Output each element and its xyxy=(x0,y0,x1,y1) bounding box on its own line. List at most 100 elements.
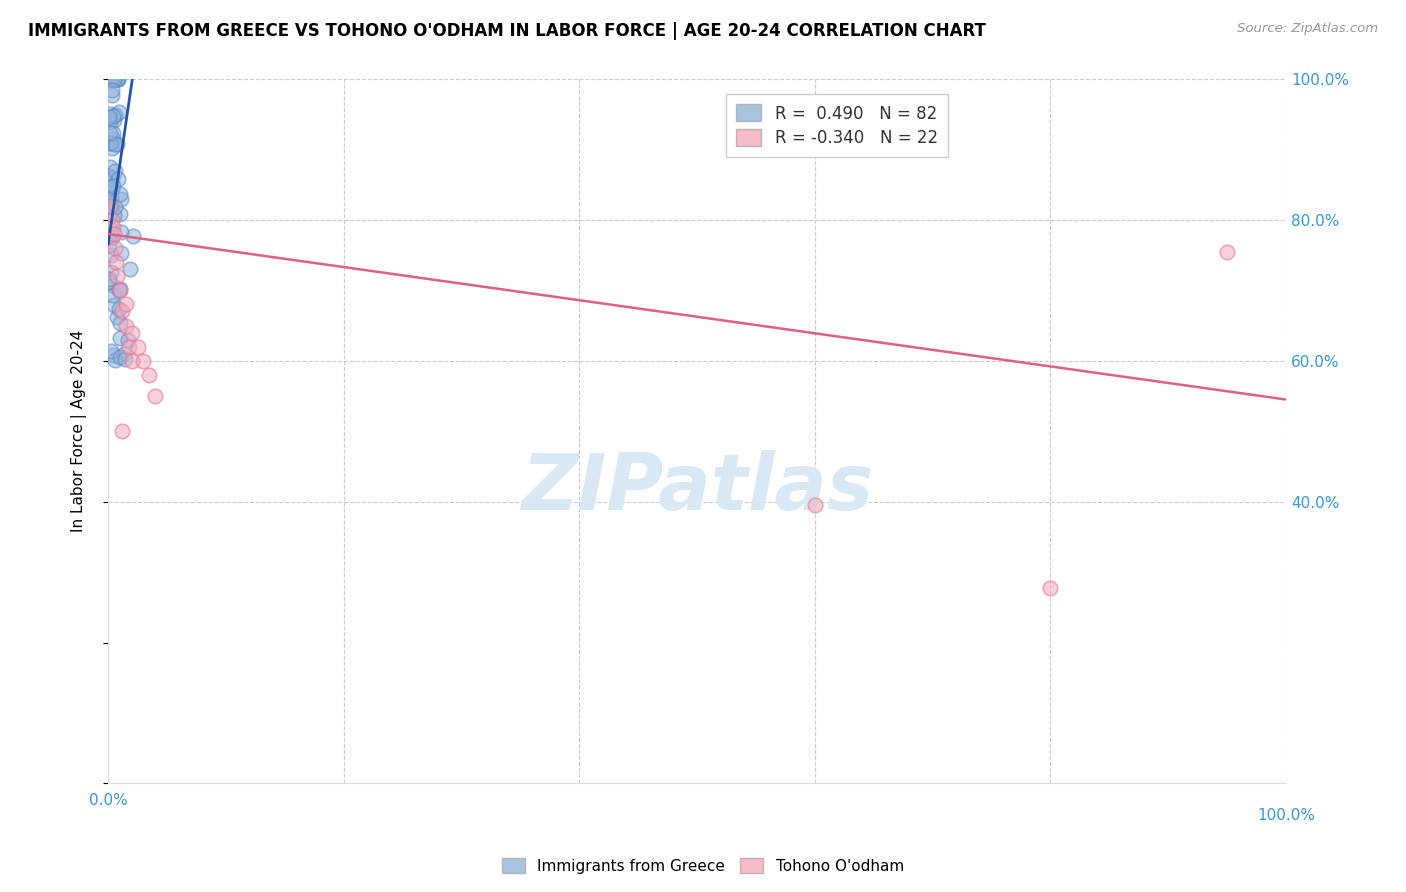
Point xyxy=(105,72,128,87)
Point xyxy=(107,104,129,119)
Point xyxy=(101,88,124,103)
Point xyxy=(108,282,131,296)
Text: 100.0%: 100.0% xyxy=(1257,808,1315,823)
Point xyxy=(105,310,128,325)
Point xyxy=(114,352,136,367)
Point xyxy=(105,255,128,269)
Point xyxy=(108,330,131,344)
Point xyxy=(98,178,121,192)
Point xyxy=(103,179,125,194)
Point xyxy=(118,340,141,354)
Legend: Immigrants from Greece, Tohono O'odham: Immigrants from Greece, Tohono O'odham xyxy=(496,852,910,880)
Point xyxy=(103,287,125,301)
Point xyxy=(138,368,160,382)
Point xyxy=(103,112,125,127)
Point xyxy=(101,348,124,362)
Point xyxy=(804,498,827,512)
Point xyxy=(98,111,121,125)
Point xyxy=(107,283,129,297)
Point xyxy=(98,72,121,87)
Point xyxy=(101,278,124,293)
Point xyxy=(110,245,132,260)
Point xyxy=(101,182,124,196)
Text: Source: ZipAtlas.com: Source: ZipAtlas.com xyxy=(1237,22,1378,36)
Point xyxy=(117,333,139,347)
Point xyxy=(104,241,127,255)
Point xyxy=(114,318,136,333)
Point xyxy=(110,350,132,364)
Point xyxy=(98,106,121,120)
Point xyxy=(101,83,124,97)
Point xyxy=(98,169,121,183)
Text: ZIPatlas: ZIPatlas xyxy=(520,450,873,525)
Point xyxy=(101,132,124,146)
Point xyxy=(118,262,141,277)
Point xyxy=(101,141,124,155)
Y-axis label: In Labor Force | Age 20-24: In Labor Force | Age 20-24 xyxy=(72,330,87,533)
Point xyxy=(98,72,121,87)
Point xyxy=(104,72,127,87)
Point xyxy=(98,136,121,150)
Point xyxy=(105,72,128,87)
Point xyxy=(100,136,122,150)
Point xyxy=(101,219,124,234)
Point xyxy=(108,207,131,221)
Point xyxy=(98,72,121,87)
Point xyxy=(100,198,122,212)
Point xyxy=(101,72,124,87)
Point xyxy=(98,210,121,224)
Point xyxy=(127,340,149,354)
Text: IMMIGRANTS FROM GREECE VS TOHONO O'ODHAM IN LABOR FORCE | AGE 20-24 CORRELATION : IMMIGRANTS FROM GREECE VS TOHONO O'ODHAM… xyxy=(28,22,986,40)
Point xyxy=(107,72,129,87)
Point xyxy=(100,191,122,205)
Point xyxy=(101,230,124,244)
Point xyxy=(100,265,122,279)
Point xyxy=(108,186,131,201)
Point xyxy=(98,238,121,252)
Point xyxy=(101,72,124,87)
Legend: R =  0.490   N = 82, R = -0.340   N = 22: R = 0.490 N = 82, R = -0.340 N = 22 xyxy=(727,95,948,157)
Point xyxy=(107,269,129,284)
Point xyxy=(111,304,134,318)
Point xyxy=(107,302,129,317)
Point xyxy=(112,347,135,361)
Point xyxy=(104,352,127,367)
Point xyxy=(98,272,121,286)
Point xyxy=(104,200,127,214)
Point xyxy=(104,164,127,178)
Point xyxy=(132,353,155,368)
Point xyxy=(107,136,129,151)
Point xyxy=(103,72,125,87)
Point xyxy=(103,72,125,87)
Point xyxy=(103,298,125,312)
Point xyxy=(121,353,143,368)
Point xyxy=(103,208,125,222)
Point xyxy=(98,229,121,244)
Point xyxy=(100,199,122,213)
Point xyxy=(103,109,125,123)
Point xyxy=(105,72,128,87)
Point xyxy=(100,180,122,194)
Point xyxy=(107,172,129,186)
Point xyxy=(122,228,145,243)
Point xyxy=(108,283,131,297)
Point xyxy=(110,225,132,239)
Point xyxy=(100,126,122,140)
Point xyxy=(98,160,121,174)
Point xyxy=(107,72,129,87)
Point xyxy=(104,108,127,122)
Point xyxy=(104,136,127,151)
Point xyxy=(101,126,124,140)
Point xyxy=(98,275,121,289)
Point xyxy=(1039,581,1062,595)
Point xyxy=(108,316,131,330)
Point xyxy=(121,326,143,340)
Point xyxy=(101,223,124,237)
Point xyxy=(114,297,136,311)
Point xyxy=(110,193,132,207)
Point xyxy=(101,72,124,87)
Point xyxy=(111,424,134,438)
Point xyxy=(100,72,122,87)
Point xyxy=(98,115,121,129)
Point xyxy=(101,170,124,185)
